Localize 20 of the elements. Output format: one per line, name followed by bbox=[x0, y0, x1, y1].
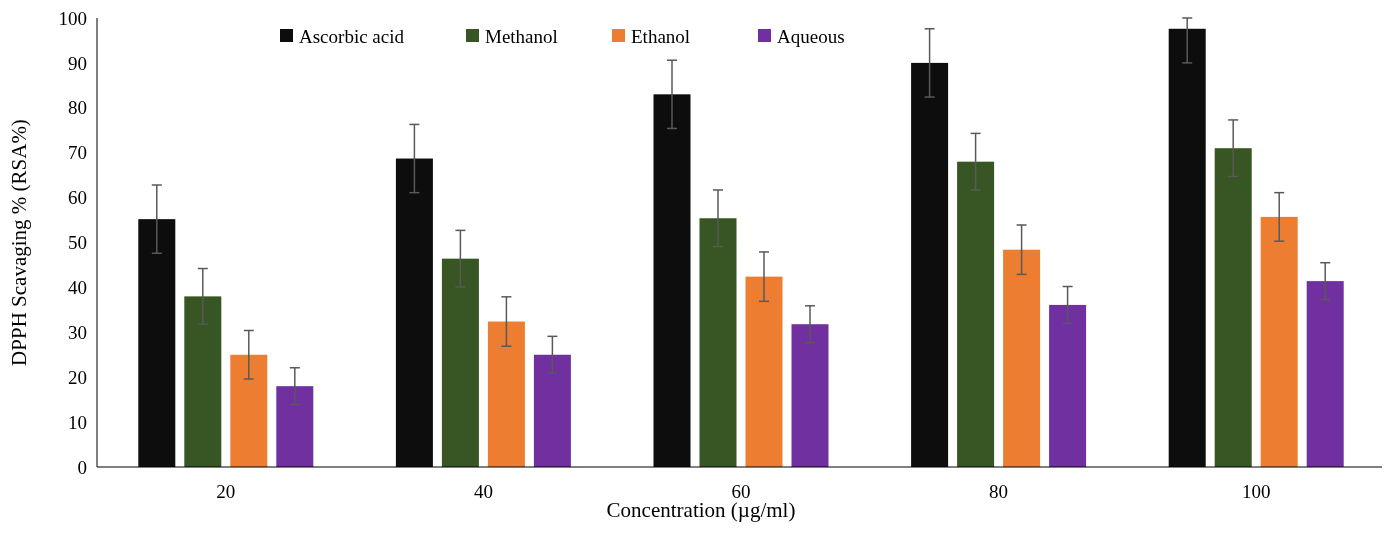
legend-label: Aqueous bbox=[777, 25, 845, 47]
y-tick-label: 80 bbox=[68, 97, 87, 119]
y-tick-label: 100 bbox=[58, 7, 87, 29]
y-tick-label: 70 bbox=[68, 142, 87, 164]
y-tick-label: 10 bbox=[68, 411, 87, 433]
y-tick-label: 40 bbox=[68, 277, 87, 299]
x-tick-label: 80 bbox=[989, 480, 1009, 502]
y-tick-label: 90 bbox=[68, 52, 87, 74]
y-tick-label: 50 bbox=[68, 232, 87, 254]
legend-label: Methanol bbox=[485, 25, 558, 47]
legend-label: Ethanol bbox=[631, 25, 691, 47]
y-axis-title: DPPH Scavaging % (RSA%) bbox=[7, 119, 31, 366]
x-tick-label: 100 bbox=[1241, 480, 1271, 502]
legend-label: Ascorbic acid bbox=[299, 25, 405, 47]
x-tick-label: 40 bbox=[473, 480, 493, 502]
x-tick-label: 20 bbox=[216, 480, 236, 502]
y-tick-label: 60 bbox=[68, 187, 87, 209]
y-tick-label: 0 bbox=[77, 456, 87, 478]
y-tick-label: 30 bbox=[68, 321, 87, 343]
y-tick-label: 20 bbox=[68, 366, 87, 388]
